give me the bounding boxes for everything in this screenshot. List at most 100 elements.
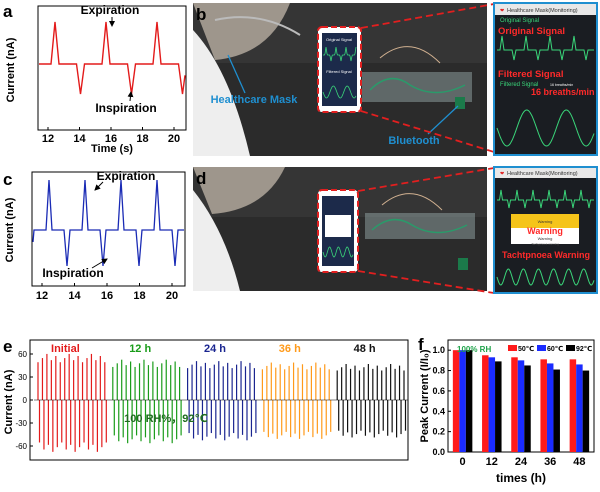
- bar: [495, 361, 502, 452]
- heart-icon: ❤: [500, 171, 504, 177]
- panel-c-axes-frame: [31, 171, 186, 287]
- segment-label: 36 h: [279, 343, 301, 355]
- panel-f-y-label: Peak Current (I/I₀): [419, 349, 431, 442]
- panel-d-cable: [381, 193, 443, 211]
- bar: [569, 359, 577, 452]
- x-tick-label: 12: [42, 133, 54, 145]
- x-tick-label: 20: [166, 290, 178, 302]
- x-tick-label: 14: [73, 133, 86, 145]
- panel-a-expiration-label: Expiration: [81, 3, 140, 17]
- legend-swatch: [537, 345, 546, 351]
- panel-b: Original Signal Filtered Signal Healthca…: [193, 3, 495, 156]
- panel-b-healthcare-mask-label: Healthcare Mask: [211, 94, 299, 106]
- panel-b-wires: [369, 77, 466, 94]
- panel-b-white-sleeve: [193, 30, 250, 156]
- x-tick-label: 16: [105, 133, 117, 145]
- panel-b-bluetooth-label: Bluetooth: [388, 135, 440, 147]
- panel-d-bluetooth-module: [458, 258, 468, 270]
- panel-e-spike-series: [34, 353, 408, 452]
- panel-b-zoom-filtered-trace: [496, 109, 595, 147]
- bar: [553, 369, 560, 452]
- panel-b-mask-fabric: [193, 3, 290, 60]
- panel-a-axes-frame: [37, 5, 187, 131]
- y-tick-label: 1.0: [432, 345, 445, 355]
- panel-d-zoom-top-trace: [497, 189, 594, 209]
- panel-b-mask-strap: [214, 16, 301, 36]
- panel-f: f 0.0 0.2 0.4 0.6 0.8 1.0 0 12 24 36 48 Peak Curr…: [418, 335, 595, 485]
- panel-d-warning-popup-banner: [511, 214, 579, 228]
- y-tick-label: 30: [18, 373, 27, 382]
- panel-b-bluetooth-module: [455, 97, 465, 109]
- panel-b-zoom-filtered-small: Filtered Signal: [500, 82, 538, 88]
- bar: [465, 350, 473, 452]
- panel-d: d: [193, 167, 495, 294]
- x-tick-label: 20: [168, 133, 180, 145]
- heart-icon: ❤: [500, 8, 504, 14]
- panel-e-y-ticks: 60 30 0 -30 -60: [15, 350, 33, 451]
- panel-d-white-sleeve: [193, 190, 240, 291]
- bar: [582, 370, 590, 452]
- panel-d-zoom-line-top: [357, 167, 495, 192]
- segment-label: Initial: [51, 343, 80, 355]
- panel-d-popup-sub: Warning: [538, 236, 553, 241]
- panel-f-letter: f: [418, 335, 424, 354]
- panel-c-letter: c: [3, 170, 12, 189]
- y-tick-label: 0.2: [432, 427, 445, 437]
- x-tick-label: 12: [486, 456, 498, 468]
- panel-b-zoom-line-bottom: [360, 110, 495, 153]
- panel-b-zoom-original-small: Original Signal: [500, 18, 539, 24]
- panel-b-circuit-board: [362, 72, 472, 102]
- panel-b-mask-pointer: [227, 54, 246, 94]
- panel-b-cable: [379, 46, 441, 64]
- bar: [459, 350, 466, 452]
- panel-a-inspiration-label: Inspiration: [95, 101, 156, 115]
- panel-d-phone-warning-popup: [325, 215, 351, 237]
- panel-b-zoom-titlebar: [495, 4, 596, 15]
- panel-d-zoom-titlebar: [495, 168, 596, 178]
- legend-swatch: [508, 345, 517, 351]
- panel-b-zoom-filtered-big: Filtered Signal: [498, 69, 563, 80]
- panel-b-phone-filtered-label: Filtered Signal: [326, 69, 352, 74]
- bar: [482, 355, 489, 452]
- panel-a-inspiration-arrow: [127, 91, 134, 102]
- panel-c-expiration-arrow: [94, 181, 104, 191]
- panel-d-mask-fabric: [193, 167, 285, 214]
- bar: [524, 365, 531, 452]
- y-tick-label: -30: [15, 419, 27, 428]
- panel-b-zoom: ❤ Healthcare Mask(Monitoring) Original S…: [493, 2, 598, 156]
- panel-d-zoom-bottom-trace: [496, 268, 595, 286]
- panel-d-zoom-app-title: Healthcare Mask(Monitoring): [507, 171, 578, 177]
- panel-b-zoom-original-trace: [497, 35, 594, 61]
- legend-label: 50℃: [518, 345, 534, 353]
- panel-a-y-label: Current (nA): [5, 37, 17, 102]
- panel-b-phone-original-trace: [323, 46, 357, 62]
- x-tick-label: 24: [515, 456, 528, 468]
- panel-b-phone-original-label: Original Signal: [326, 37, 352, 42]
- panel-a-x-label: Time (s): [91, 143, 133, 155]
- bar: [517, 360, 525, 452]
- panel-d-phone-trace: [322, 246, 354, 258]
- panel-e-condition-label: 100 RH%，92℃: [124, 413, 208, 425]
- y-tick-label: 0.0: [432, 447, 445, 457]
- x-tick-label: 18: [133, 290, 145, 302]
- panel-b-bluetooth-pointer: [427, 105, 459, 135]
- x-tick-label: 36: [544, 456, 556, 468]
- panel-f-y-ticks: 0.0 0.2 0.4 0.6 0.8 1.0: [432, 345, 451, 457]
- panel-e-y-label: Current (nA): [3, 369, 15, 434]
- x-tick-label: 48: [573, 456, 585, 468]
- panel-d-tachypnoea-big: Tachtpnoea Warning: [502, 250, 590, 260]
- panel-d-popup-title: Warning: [538, 219, 553, 224]
- bar: [511, 357, 518, 452]
- panel-d-circuit-board: [365, 213, 475, 239]
- legend-swatch: [566, 345, 575, 351]
- panel-b-letter: b: [196, 5, 206, 24]
- x-tick-label: 14: [68, 290, 81, 302]
- segment-label: 48 h: [354, 343, 376, 355]
- panel-b-zoom-app-title: Healthcare Mask(Monitoring): [507, 8, 578, 14]
- panel-a: a Current (nA) 12 14 16 18 20 Time (s) Expir…: [3, 2, 187, 155]
- panel-c-expiration-label: Expiration: [97, 169, 156, 183]
- bar: [540, 359, 547, 452]
- x-tick-label: 16: [101, 290, 113, 302]
- panel-a-signal-trace: [39, 21, 186, 95]
- panel-d-zoom-line-bottom: [357, 270, 495, 294]
